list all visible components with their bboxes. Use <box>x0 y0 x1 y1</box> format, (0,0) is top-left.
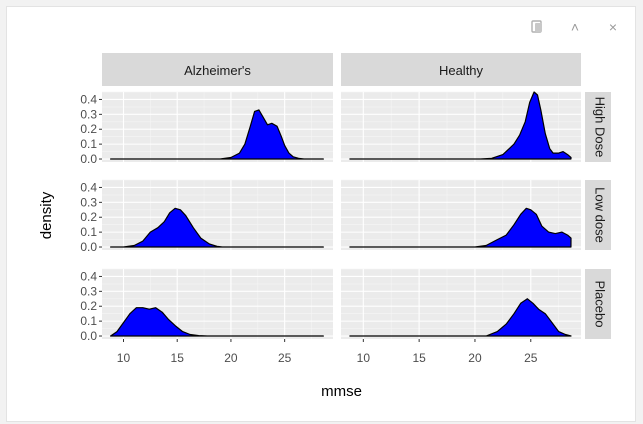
density-area <box>109 307 324 337</box>
y-axis-title: density <box>38 191 55 239</box>
y-tick-label: 0.3 <box>80 284 97 298</box>
facet-label-row: High Dose <box>593 97 608 158</box>
panel-background <box>102 92 333 162</box>
x-tick-label: 10 <box>117 351 131 365</box>
y-tick-label: 0.2 <box>80 299 97 313</box>
facet-label-row: Placebo <box>593 281 608 328</box>
facet-label-col: Alzheimer's <box>184 63 251 78</box>
y-tick-label: 0.4 <box>80 180 97 194</box>
facet-panel <box>102 91 333 162</box>
x-tick-label: 10 <box>357 351 371 365</box>
facet-strip-col <box>102 53 333 86</box>
panel-background <box>102 180 333 250</box>
x-axis-title: mmse <box>321 383 362 400</box>
y-tick-label: 0.0 <box>80 329 97 343</box>
y-tick-label: 0.2 <box>80 210 97 224</box>
window-toolbar: ˄ × <box>529 19 621 35</box>
faceted-density-chart: Alzheimer's Healthy High Dose Low dose Place… <box>38 53 611 400</box>
y-tick-label: 0.4 <box>80 92 97 106</box>
y-tick-label: 0.0 <box>80 152 97 166</box>
facet-panel <box>341 179 581 250</box>
density-area <box>349 207 572 248</box>
density-area <box>109 109 324 160</box>
collapse-icon[interactable]: ˄ <box>570 19 580 35</box>
y-tick-label: 0.4 <box>80 269 97 283</box>
y-tick-label: 0.1 <box>80 137 97 151</box>
y-tick-label: 0.0 <box>80 240 97 254</box>
x-tick-label: 15 <box>412 351 426 365</box>
facet-strip-row <box>585 180 611 250</box>
facet-label-row: Low dose <box>593 187 608 243</box>
facet-panel <box>102 179 333 250</box>
x-tick-label: 15 <box>171 351 185 365</box>
x-tick-label: 25 <box>278 351 292 365</box>
facet-strip-row <box>585 92 611 162</box>
facet-panel <box>341 268 581 339</box>
export-icon-glyph <box>531 20 542 33</box>
facet-strip-row <box>585 269 611 339</box>
y-tick-label: 0.1 <box>80 314 97 328</box>
density-area <box>349 298 572 337</box>
density-area <box>349 91 572 160</box>
export-icon[interactable] <box>529 19 545 35</box>
facet-label-col: Healthy <box>439 63 484 78</box>
facet-panel <box>341 91 581 162</box>
density-area <box>109 207 324 248</box>
facet-panel <box>102 268 333 339</box>
x-tick-label: 25 <box>524 351 538 365</box>
y-tick-label: 0.3 <box>80 195 97 209</box>
plot-window: ˄ × Alzheimer's Healthy High Dose Low dose P… <box>6 6 636 422</box>
y-tick-label: 0.1 <box>80 225 97 239</box>
y-tick-label: 0.3 <box>80 107 97 121</box>
facet-strip-col <box>341 53 581 86</box>
x-tick-label: 20 <box>468 351 482 365</box>
close-icon[interactable]: × <box>608 19 618 35</box>
y-tick-label: 0.2 <box>80 122 97 136</box>
x-tick-label: 20 <box>224 351 238 365</box>
